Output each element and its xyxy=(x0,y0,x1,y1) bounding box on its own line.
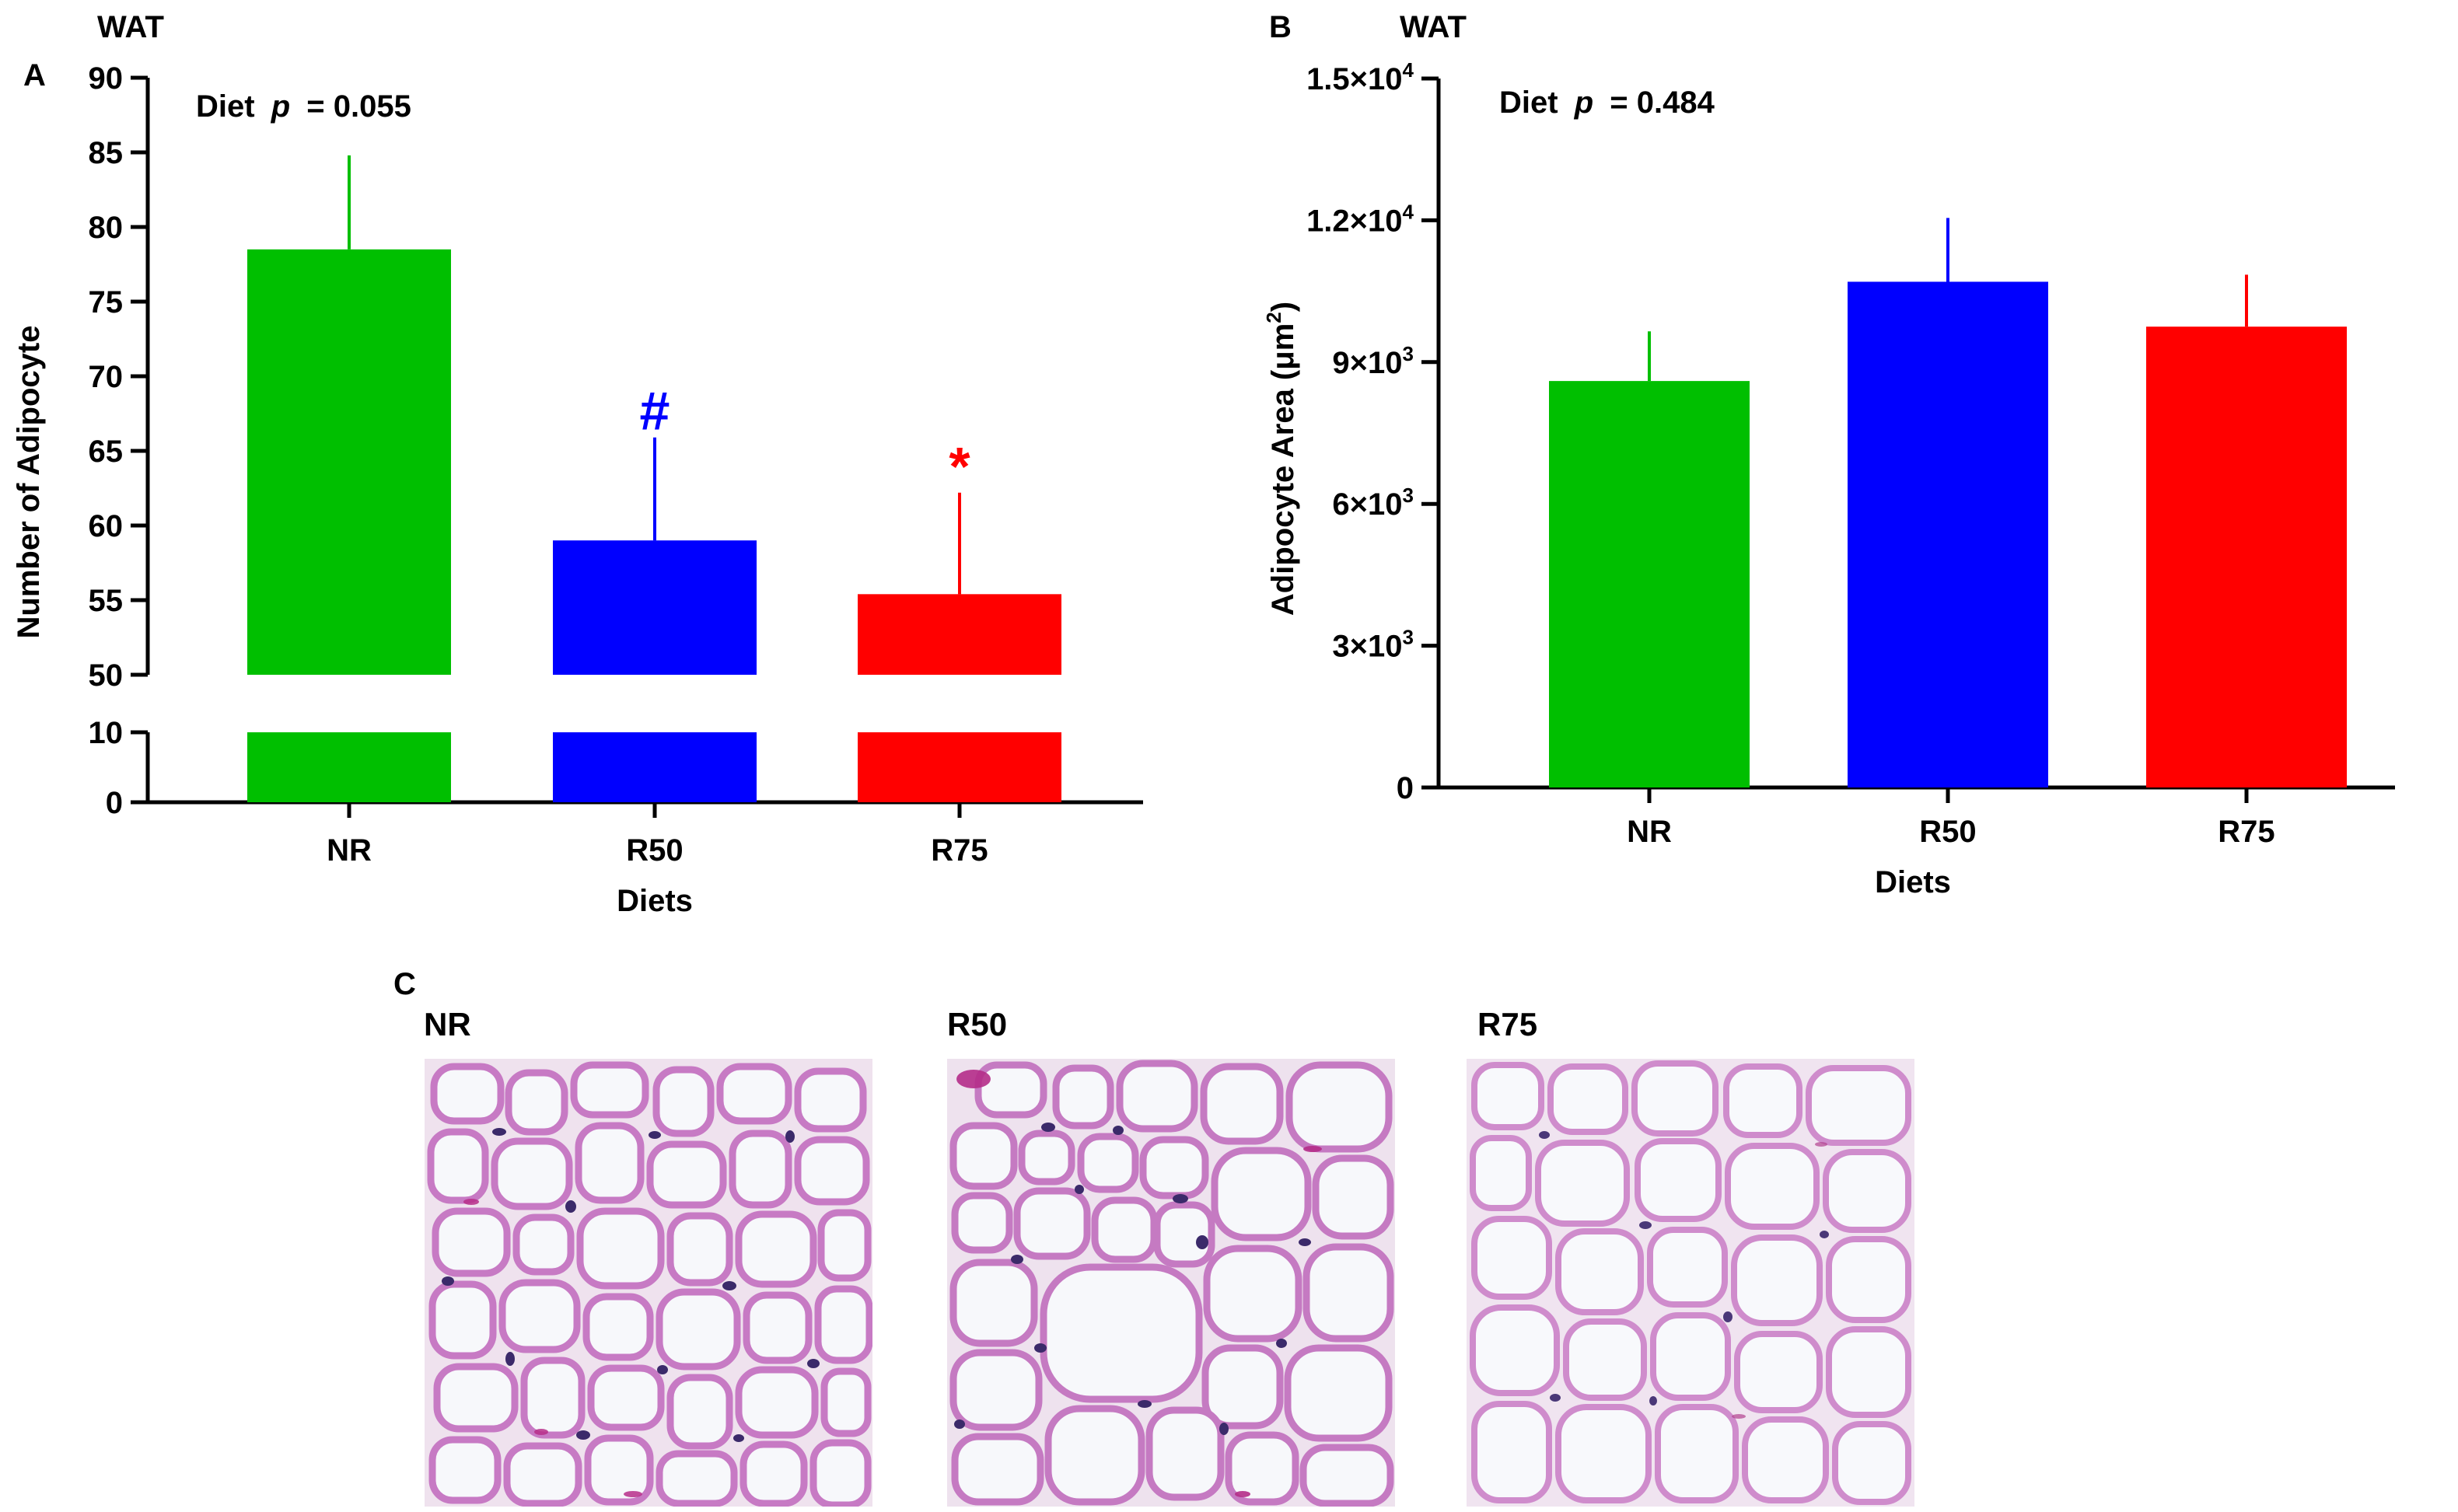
panel-a-significance-r75: * xyxy=(949,436,970,497)
panel-b-x-tick-label: R50 xyxy=(1919,815,1976,849)
panel-b-x-tick-label: R75 xyxy=(2218,815,2274,849)
panel-a-annotation-prefix: Diet xyxy=(196,89,255,124)
panel-b-bars xyxy=(1549,218,2347,787)
panel-c-label-r50: R50 xyxy=(947,1006,1008,1042)
histology-image-nr xyxy=(425,1059,872,1507)
panel-b-annotation-suffix: = 0.484 xyxy=(1610,86,1715,120)
panel-b-y-axis-label-sup: 2 xyxy=(1262,312,1285,323)
panel-b-bar-r75 xyxy=(2146,326,2347,787)
panel-a-bar-upper-r75 xyxy=(858,594,1061,675)
panel-a-bar-lower-nr xyxy=(247,732,451,802)
panel-c-label: C xyxy=(393,967,416,1001)
histology-image-r75 xyxy=(1467,1059,1914,1507)
panel-c-label-r75: R75 xyxy=(1477,1006,1538,1042)
panel-a-annotation-italic: p xyxy=(271,89,290,124)
panel-b-annotation: Diet p = 0.484 xyxy=(1499,86,1715,120)
panel-a-y-tick-label: 0 xyxy=(106,786,123,820)
panel-b-y-axis-label-main: Adipocyte Area (μm xyxy=(1266,323,1300,616)
panel-b-y-tick-label: 3×103 xyxy=(1332,626,1414,664)
panel-b-y-tick-label: 9×103 xyxy=(1332,342,1414,380)
panel-a-label: A xyxy=(23,58,46,93)
panel-a-y-tick-label: 70 xyxy=(89,360,124,394)
panel-a-bar-upper-nr xyxy=(247,249,451,675)
panel-b-y-axis-label: Adipocyte Area (μm2) xyxy=(1262,302,1300,616)
panel-b-y-tick-label: 6×103 xyxy=(1332,484,1414,522)
panel-a-x-tick-label: R75 xyxy=(931,833,988,868)
panel-a-y-tick-label: 85 xyxy=(89,136,124,170)
panel-a-significance-r50: # xyxy=(640,381,670,442)
panel-b-label: B xyxy=(1269,10,1292,44)
panel-c-label-nr: NR xyxy=(424,1006,471,1042)
panel-b-bar-nr xyxy=(1549,381,1750,787)
panel-b-x-axis-label: Diets xyxy=(1875,865,1951,899)
panel-b-y-axis-label-end: ) xyxy=(1266,302,1300,312)
panel-a-y-tick-label: 10 xyxy=(89,716,124,750)
panel-b-x-tick-label: NR xyxy=(1627,815,1672,849)
panel-a-x-tick-label: NR xyxy=(327,833,372,868)
histology-image-r50 xyxy=(947,1059,1395,1507)
panel-b-y-tick-label: 0 xyxy=(1397,771,1414,805)
panel-a-y-tick-label: 55 xyxy=(89,584,124,618)
panel-b-annotation-italic: p xyxy=(1574,86,1593,120)
panel-a-annotation: Diet p = 0.055 xyxy=(196,89,411,124)
panel-a-y-tick-label: 80 xyxy=(89,211,124,245)
panel-a-chart: A WAT Diet p = 0.055 Number of Adipocyte… xyxy=(12,10,1143,918)
panel-a-y-tick-label: 65 xyxy=(89,435,124,469)
panel-b-y-tick-label: 1.5×104 xyxy=(1306,58,1414,96)
panel-a-y-tick-label: 60 xyxy=(89,509,124,543)
panel-a-bar-lower-r75 xyxy=(858,732,1061,802)
panel-b-annotation-prefix: Diet xyxy=(1499,86,1558,120)
panel-a-bars: #* xyxy=(247,155,1061,802)
panel-b-bar-r50 xyxy=(1848,281,2048,787)
panel-a-tissue-label: WAT xyxy=(97,10,164,44)
panel-b-y-tick-label: 1.2×104 xyxy=(1306,200,1414,238)
panel-a-y-axis-label: Number of Adipocyte xyxy=(12,326,46,639)
panel-b-chart: B WAT Diet p = 0.484 Adipocyte Area (μm2… xyxy=(1262,10,2395,899)
panel-a-y-tick-label: 50 xyxy=(89,658,124,693)
panel-a-y-tick-label: 75 xyxy=(89,285,124,320)
panel-a-bar-lower-r50 xyxy=(553,732,757,802)
panel-a-annotation-suffix: = 0.055 xyxy=(306,89,411,124)
panel-a-y-tick-label: 90 xyxy=(89,61,124,96)
panel-a-x-axis-label: Diets xyxy=(617,884,693,918)
panel-b-tissue-label: WAT xyxy=(1400,10,1467,44)
panel-a-x-tick-label: R50 xyxy=(626,833,683,868)
panel-a-bar-upper-r50 xyxy=(553,540,757,675)
